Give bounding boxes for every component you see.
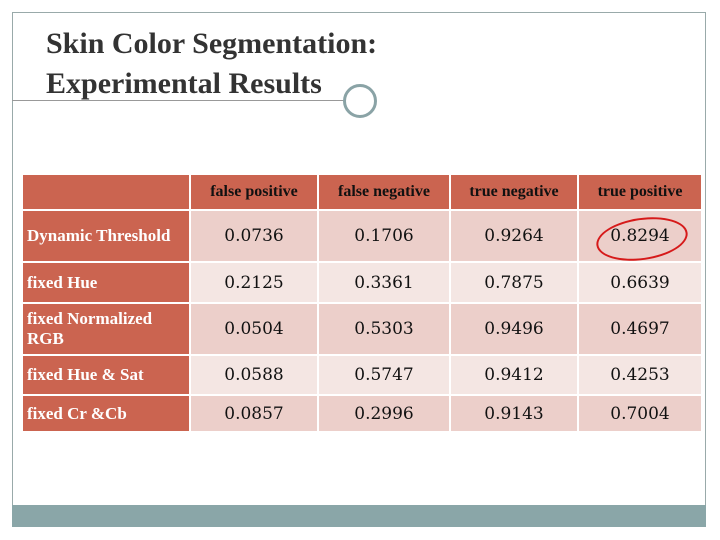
title-rule (12, 100, 346, 101)
row-label: fixed Hue (22, 262, 190, 303)
row-label: Dynamic Threshold (22, 210, 190, 262)
column-header: false negative (318, 174, 450, 210)
row-label: fixed Normalized RGB (22, 303, 190, 355)
row-label: fixed Cr &Cb (22, 395, 190, 432)
value-cell: 0.4697 (578, 303, 702, 355)
value-cell: 0.4253 (578, 355, 702, 395)
row-label: fixed Hue & Sat (22, 355, 190, 395)
value-cell: 0.6639 (578, 262, 702, 303)
value-cell: 0.9496 (450, 303, 578, 355)
value-cell: 0.1706 (318, 210, 450, 262)
value-cell: 0.3361 (318, 262, 450, 303)
title: Skin Color Segmentation: Experimental Re… (46, 24, 377, 104)
column-header: false positive (190, 174, 318, 210)
value-cell: 0.9264 (450, 210, 578, 262)
column-header: true positive (578, 174, 702, 210)
title-line: Skin Color Segmentation: (46, 27, 378, 60)
header-corner (22, 174, 190, 210)
column-header: true negative (450, 174, 578, 210)
value-cell: 0.9143 (450, 395, 578, 432)
value-cell: 0.9412 (450, 355, 578, 395)
value-cell: 0.0736 (190, 210, 318, 262)
value-cell: 0.0588 (190, 355, 318, 395)
title-line: Experimental Results (46, 67, 322, 100)
decor-ring (343, 84, 377, 118)
value-cell: 0.0857 (190, 395, 318, 432)
value-cell: 0.7004 (578, 395, 702, 432)
value-cell: 0.5747 (318, 355, 450, 395)
value-cell: 0.0504 (190, 303, 318, 355)
value-cell: 0.5303 (318, 303, 450, 355)
value-cell: 0.8294 (578, 210, 702, 262)
footer-bar (12, 505, 706, 527)
value-cell: 0.2996 (318, 395, 450, 432)
value-cell: 0.7875 (450, 262, 578, 303)
value-cell: 0.2125 (190, 262, 318, 303)
